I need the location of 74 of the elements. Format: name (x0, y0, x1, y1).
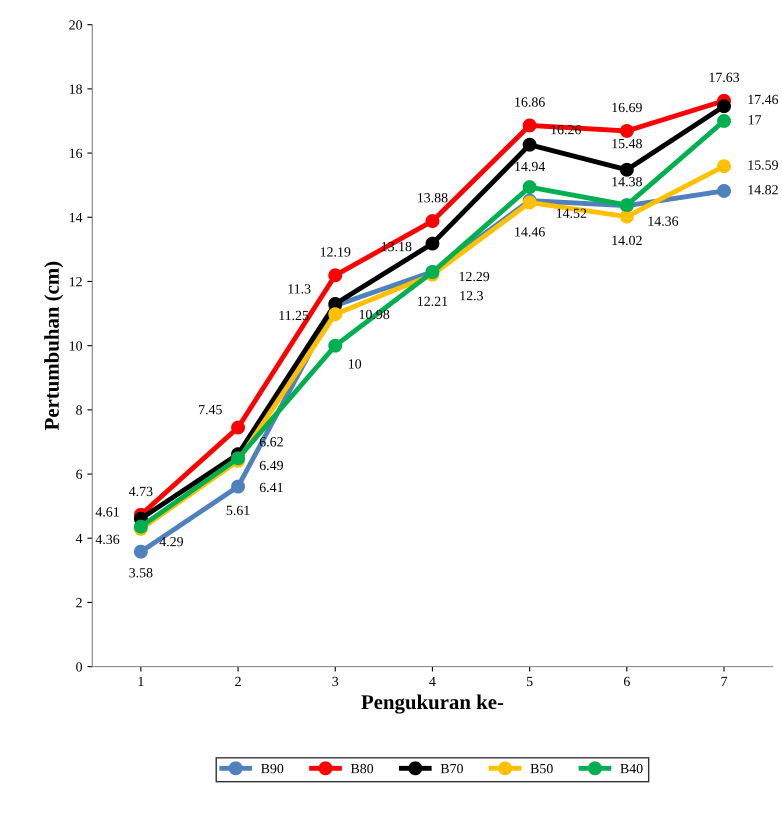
y-tick-label: 6 (76, 470, 82, 480)
point (522, 118, 537, 132)
data-label: 11.3 (288, 284, 310, 294)
y-tick-label: 10 (70, 341, 82, 351)
data-label: 12.3 (460, 290, 483, 300)
x-tick-label: 7 (721, 676, 728, 686)
point (328, 268, 342, 282)
point (231, 480, 246, 494)
point (522, 180, 537, 194)
data-label: 4.29 (160, 536, 184, 546)
y-tick-label: 18 (70, 84, 82, 94)
y-tick-label: 8 (76, 405, 82, 415)
data-label: 10 (348, 359, 362, 369)
x-tick-label: 5 (526, 676, 533, 686)
data-label: 14.52 (556, 208, 586, 218)
legend-label: B40 (620, 764, 643, 774)
legend-label: B70 (440, 764, 463, 774)
data-label: 15.59 (748, 160, 778, 170)
data-label: 14.94 (515, 162, 546, 172)
data-label: 4.61 (96, 507, 119, 517)
point (717, 159, 731, 174)
y-tick-label: 20 (69, 20, 82, 30)
point (620, 124, 634, 138)
data-label: 15.48 (612, 138, 642, 148)
y-tick-label: 0 (76, 662, 82, 672)
data-label: 17.46 (748, 94, 778, 104)
data-label: 14.82 (748, 185, 778, 194)
x-axis-title: Pengukuran ke- (361, 694, 504, 714)
data-label: 16.69 (612, 102, 642, 112)
x-tick-label: 1 (138, 676, 144, 686)
data-label: 4.36 (96, 534, 120, 544)
data-label: 4.73 (128, 486, 152, 496)
data-label: 14.36 (648, 216, 678, 226)
point (717, 184, 731, 198)
x-tick-label: 6 (624, 676, 630, 686)
point (328, 338, 342, 353)
legend-label: B50 (530, 764, 553, 774)
point (328, 307, 342, 322)
data-label: 13.88 (418, 193, 448, 202)
data-label: 7.45 (199, 405, 222, 414)
point (717, 114, 731, 128)
x-tick-label: 2 (235, 676, 241, 686)
data-label: 14.02 (612, 236, 642, 246)
data-label: 17.63 (710, 72, 740, 82)
data-label: 12.29 (460, 272, 490, 282)
point (620, 210, 634, 224)
data-label: 6.49 (260, 460, 283, 470)
point (426, 236, 440, 251)
data-label: 6.41 (260, 482, 283, 492)
point (717, 99, 731, 114)
y-tick-label: 12 (70, 277, 82, 286)
data-label: 3.58 (129, 568, 152, 578)
data-label: 12.19 (320, 247, 350, 257)
point (522, 138, 537, 152)
y-tick-label: 14 (70, 212, 82, 222)
legend-label: B90 (261, 764, 284, 774)
point (620, 162, 634, 177)
point (426, 214, 440, 228)
data-label: 16.86 (515, 97, 545, 107)
data-label: 5.61 (226, 506, 250, 516)
y-tick-label: 4 (76, 534, 82, 544)
x-tick-label: 3 (332, 676, 338, 686)
legend-label: B80 (350, 764, 374, 774)
point (231, 420, 246, 434)
y-axis-title: Pertumbuhan (cm) (44, 262, 64, 430)
data-label: 14.46 (515, 227, 545, 237)
point (134, 544, 148, 559)
data-label: 12.21 (418, 296, 448, 306)
y-tick-label: 16 (70, 148, 82, 158)
data-label: 17 (748, 115, 762, 124)
data-label: 14.38 (612, 176, 642, 186)
x-tick-label: 4 (429, 676, 436, 686)
point (231, 451, 246, 466)
y-tick-label: 2 (76, 598, 82, 608)
